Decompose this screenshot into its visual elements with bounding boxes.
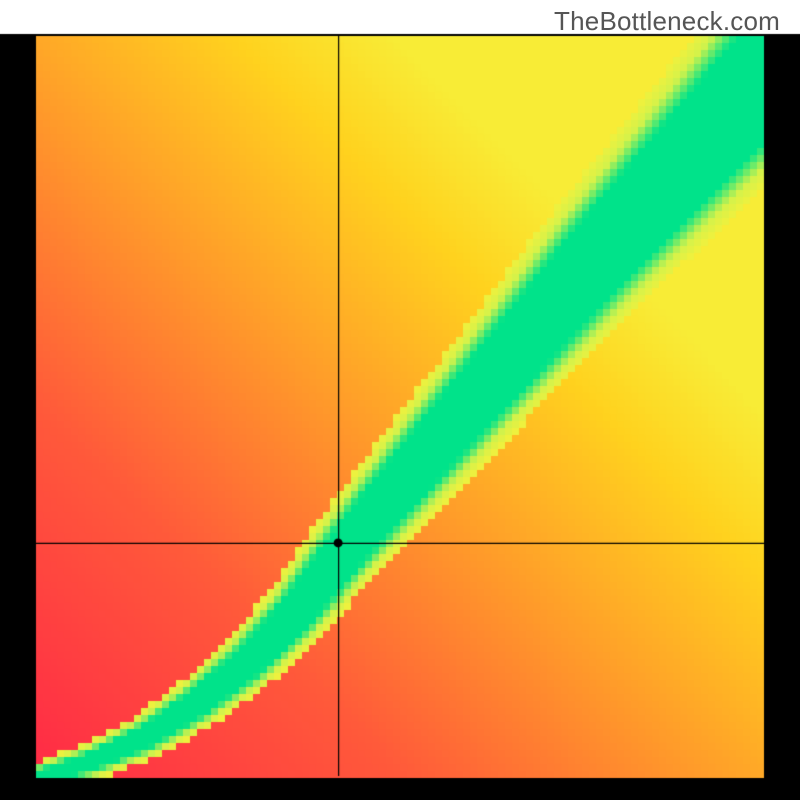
bottleneck-heatmap-canvas (0, 0, 800, 800)
watermark-text: TheBottleneck.com (554, 6, 780, 37)
figure-root: TheBottleneck.com (0, 0, 800, 800)
